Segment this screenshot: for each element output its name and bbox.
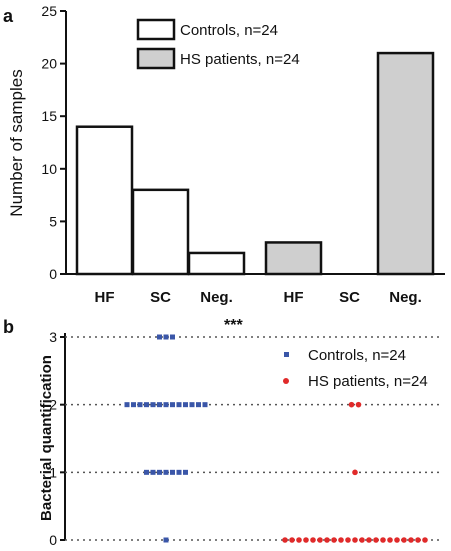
bar-controls-sc xyxy=(131,188,190,276)
dot-hs xyxy=(355,401,362,408)
dot-hs xyxy=(359,537,365,543)
panel-a-y-axis-label: Number of samples xyxy=(7,69,26,216)
dot-hs xyxy=(408,537,414,543)
dot-controls xyxy=(144,469,149,475)
dot-controls xyxy=(196,402,201,408)
dot-hs xyxy=(317,537,323,543)
legend-label-hs-b: HS patients, n=24 xyxy=(308,373,428,390)
dot-controls xyxy=(131,402,136,408)
dot-controls xyxy=(163,402,169,408)
dot-controls xyxy=(157,402,162,408)
dot-controls xyxy=(202,402,208,408)
panel-b-y-tick-label: 0 xyxy=(49,532,57,548)
panel-a-x-tick-label: SC xyxy=(339,289,360,306)
panel-a-y-tick-label: 15 xyxy=(41,108,57,124)
dot-hs xyxy=(289,537,295,543)
dot-controls xyxy=(183,469,188,475)
panel-b-scatter-chart: Bacterial quantification *** Controls, n… xyxy=(38,317,440,548)
panel-a-x-tick-label: Neg. xyxy=(389,289,422,306)
dot-controls xyxy=(150,402,156,408)
dot-hs xyxy=(394,537,400,543)
bar-controls-hf xyxy=(75,125,134,276)
dot-controls xyxy=(176,402,182,408)
legend-swatch-controls xyxy=(136,18,176,41)
dot-hs xyxy=(310,537,316,543)
legend-label-hs: HS patients, n=24 xyxy=(180,51,300,68)
dot-controls xyxy=(137,402,143,408)
dot-hs xyxy=(352,537,358,543)
dot-controls xyxy=(183,402,188,408)
dot-controls xyxy=(163,537,169,543)
dot-hs xyxy=(415,537,421,543)
legend-label-controls-b: Controls, n=24 xyxy=(308,347,406,364)
dot-controls xyxy=(163,334,169,340)
dot-hs xyxy=(303,537,309,543)
panel-a-bar-chart: Number of samples Controls, n=24 HS pati… xyxy=(7,3,445,306)
panel-a-x-tick-label: HF xyxy=(95,289,115,306)
bar-hs-hf xyxy=(264,241,323,276)
dot-controls xyxy=(144,402,149,408)
panel-b-y-axis-label: Bacterial quantification xyxy=(38,355,55,521)
panel-b-y-tick-label: 3 xyxy=(49,329,57,345)
legend-marker-controls xyxy=(284,352,289,357)
dot-hs xyxy=(296,537,302,543)
legend-marker-hs xyxy=(283,378,289,384)
panel-a-y-tick-label: 5 xyxy=(49,213,57,229)
dot-controls xyxy=(150,469,156,475)
panel-a-y-tick-label: 10 xyxy=(41,161,57,177)
panel-b-label: b xyxy=(3,317,14,337)
dot-hs xyxy=(401,537,407,543)
bar-controls-neg xyxy=(187,251,246,276)
dot-controls xyxy=(170,469,175,475)
dot-hs xyxy=(331,537,337,543)
dot-hs xyxy=(380,537,386,543)
dot-hs xyxy=(338,537,344,543)
dot-hs xyxy=(348,401,355,408)
panel-b-legend: Controls, n=24 HS patients, n=24 xyxy=(283,347,428,390)
panel-a-x-tick-label: Neg. xyxy=(200,289,233,306)
dot-hs xyxy=(324,537,330,543)
panel-b-y-tick-label: 1 xyxy=(49,464,57,480)
dot-controls xyxy=(157,469,162,475)
panel-a-x-tick-label: HF xyxy=(284,289,304,306)
significance-annotation: *** xyxy=(224,317,243,334)
dot-controls xyxy=(170,402,175,408)
panel-a-y-tick-label: 20 xyxy=(41,56,57,72)
dot-controls xyxy=(170,334,175,340)
dot-controls xyxy=(189,402,195,408)
dot-hs xyxy=(387,537,393,543)
legend-label-controls: Controls, n=24 xyxy=(180,22,278,39)
dot-hs xyxy=(352,469,358,476)
legend-swatch-hs xyxy=(136,47,176,70)
dot-hs xyxy=(422,537,428,543)
dot-controls xyxy=(163,469,169,475)
panel-a-y-tick-label: 0 xyxy=(49,266,57,282)
panel-a-x-tick-label: SC xyxy=(150,289,171,306)
panel-a-legend: Controls, n=24 HS patients, n=24 xyxy=(136,18,300,70)
dot-hs xyxy=(345,537,351,543)
dot-controls xyxy=(157,334,162,340)
dot-hs xyxy=(282,537,288,543)
dot-hs xyxy=(366,537,372,543)
dot-hs xyxy=(373,537,379,543)
dot-controls xyxy=(176,469,182,475)
panel-a-y-tick-label: 25 xyxy=(41,3,57,19)
panel-b-y-tick-label: 2 xyxy=(49,397,57,413)
panel-a-label: a xyxy=(3,6,14,26)
dot-controls xyxy=(124,402,130,408)
bar-hs-neg xyxy=(376,51,435,276)
